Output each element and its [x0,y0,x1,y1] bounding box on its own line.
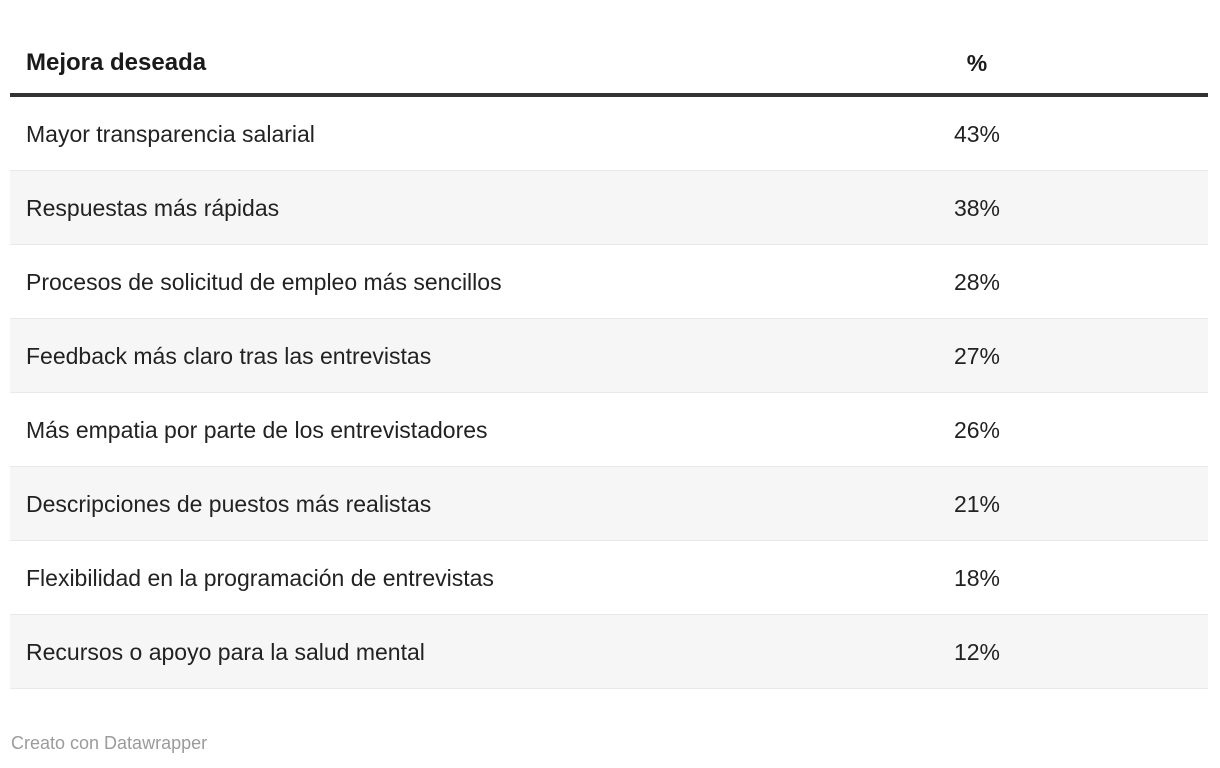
column-header-mejora-deseada: Mejora deseada [26,49,207,76]
table-row: Procesos de solicitud de empleo más senc… [10,245,1208,319]
row-value: 18% [953,564,1001,591]
row-value: 12% [953,638,1001,665]
table-row: Más empatia por parte de los entrevistad… [10,393,1208,467]
table-row: Mayor transparencia salarial 43% [10,97,1208,171]
table-body: Mayor transparencia salarial 43% Respues… [10,97,1208,689]
row-label: Descripciones de puestos más realistas [26,490,432,517]
row-value: 38% [953,194,1001,221]
datawrapper-attribution[interactable]: Creato con Datawrapper [11,733,208,753]
table-row: Feedback más claro tras las entrevistas … [10,319,1208,393]
row-label: Flexibilidad en la programación de entre… [26,564,494,591]
row-label: Respuestas más rápidas [26,194,280,221]
row-value: 21% [953,490,1001,517]
row-label: Mayor transparencia salarial [26,120,315,147]
row-label: Más empatia por parte de los entrevistad… [26,416,488,443]
improvements-table: Mejora deseada % Mayor transparencia sal… [10,0,1208,689]
row-label: Feedback más claro tras las entrevistas [26,342,432,369]
row-value: 27% [953,342,1001,369]
table-row: Flexibilidad en la programación de entre… [10,541,1208,615]
table-header-row: Mejora deseada % [10,0,1208,97]
row-value: 43% [953,120,1001,147]
table-row: Respuestas más rápidas 38% [10,171,1208,245]
row-value: 26% [953,416,1001,443]
table-row: Descripciones de puestos más realistas 2… [10,467,1208,541]
column-header-percent: % [966,50,988,76]
row-value: 28% [953,268,1001,295]
table-row: Recursos o apoyo para la salud mental 12… [10,615,1208,689]
row-label: Procesos de solicitud de empleo más senc… [26,268,502,295]
row-label: Recursos o apoyo para la salud mental [26,638,425,665]
